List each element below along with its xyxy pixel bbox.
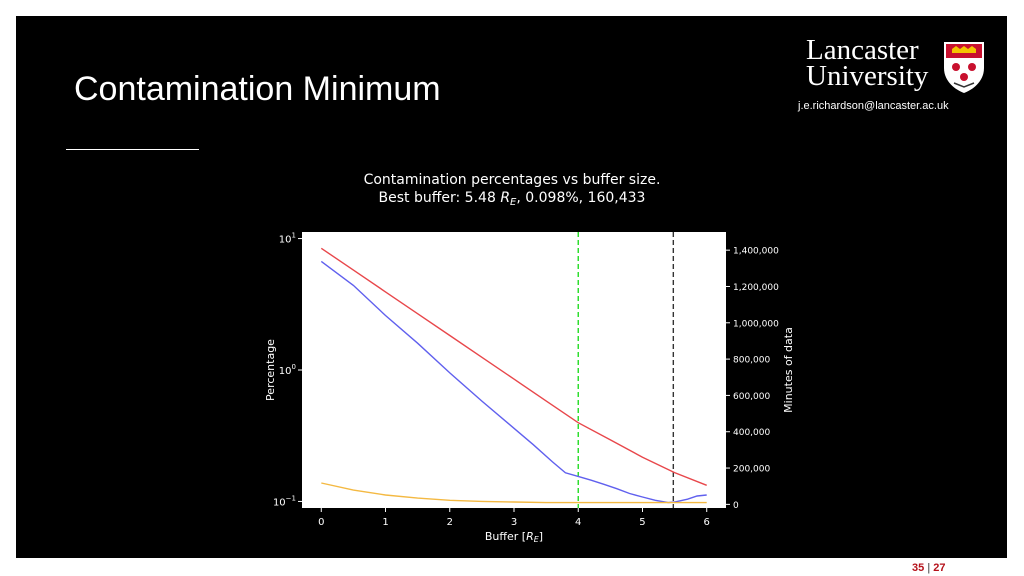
x-tick-label-5: 5 — [639, 517, 645, 528]
series-line-2 — [321, 482, 707, 504]
page-total: 27 — [933, 562, 946, 574]
y-left-tick-mantissa-2: 10 — [273, 497, 286, 508]
crest-icon — [944, 42, 984, 93]
x-tick-label-1: 1 — [382, 517, 388, 528]
x-axis-label-suffix: ] — [539, 530, 543, 543]
y-right-tick-label-2: 400,000 — [733, 428, 770, 438]
logo-text-line1: Lancaster — [806, 34, 919, 66]
plot-series-group — [320, 232, 707, 508]
title-underline — [66, 149, 199, 150]
y-axis-label-left: Percentage — [264, 339, 277, 401]
x-tick-label-2: 2 — [447, 517, 453, 528]
logo-text-line2: University — [806, 60, 929, 92]
chart-subtitle-suffix: , 0.098%, 160,433 — [516, 190, 645, 206]
x-axis-label-symbol: R — [526, 530, 534, 543]
chart-subtitle-prefix: Best buffer: 5.48 — [379, 190, 501, 206]
x-axis-label-subscript: E — [534, 535, 540, 544]
page-current: 35 — [912, 562, 925, 574]
x-axis-label-prefix: Buffer [ — [485, 530, 526, 543]
y-right-tick-label-1: 200,000 — [733, 465, 770, 475]
x-tick-label-0: 0 — [318, 517, 324, 528]
y-right-tick-label-0: 0 — [733, 501, 739, 511]
x-axis-label: Buffer [RE] — [485, 530, 543, 544]
slide-canvas: Contamination Minimum Lancaster Universi… — [16, 16, 1007, 558]
y-right-tick-label-4: 800,000 — [733, 356, 770, 366]
y-right-tick-label-6: 1,200,000 — [733, 283, 779, 293]
y-left-tick-label-2: 10−1 — [273, 494, 296, 508]
page-number: 35 | 27 — [912, 562, 945, 574]
y-right-tick-label-5: 1,000,000 — [733, 319, 779, 329]
axis-ticks-group: 0 1 2 3 4 5 610110010−10200,000400,000600,0008… — [273, 232, 779, 528]
y-left-tick-exponent-1: 0 — [292, 363, 296, 371]
contamination-chart: Contamination percentages vs buffer size… — [264, 172, 795, 544]
y-left-tick-label-0: 101 — [279, 232, 296, 246]
y-axis-label-right: Minutes of data — [782, 327, 795, 413]
x-tick-label-6: 6 — [704, 517, 710, 528]
y-right-tick-label-7: 1,400,000 — [733, 247, 779, 257]
chart-subtitle: Best buffer: 5.48 RE, 0.098%, 160,433 — [379, 190, 646, 208]
chart-subtitle-subscript: E — [510, 197, 517, 208]
chart-subtitle-symbol: R — [500, 190, 510, 206]
chart-title: Contamination percentages vs buffer size… — [364, 172, 661, 188]
page-title: Contamination Minimum — [74, 70, 441, 108]
y-left-tick-exponent-2: −1 — [286, 494, 296, 502]
y-right-tick-label-3: 600,000 — [733, 392, 770, 402]
y-left-tick-mantissa-0: 10 — [279, 235, 292, 246]
y-left-tick-mantissa-1: 10 — [279, 366, 292, 377]
university-logo: Lancaster University — [806, 36, 988, 98]
y-left-tick-label-1: 100 — [279, 363, 296, 377]
page-separator: | — [927, 562, 931, 574]
series-line-0 — [320, 247, 707, 486]
x-tick-label-4: 4 — [575, 517, 581, 528]
x-tick-label-3: 3 — [511, 517, 517, 528]
y-left-tick-exponent-0: 1 — [292, 232, 296, 240]
contact-email: j.e.richardson@lancaster.ac.uk — [798, 100, 949, 112]
plot-area — [302, 232, 726, 508]
